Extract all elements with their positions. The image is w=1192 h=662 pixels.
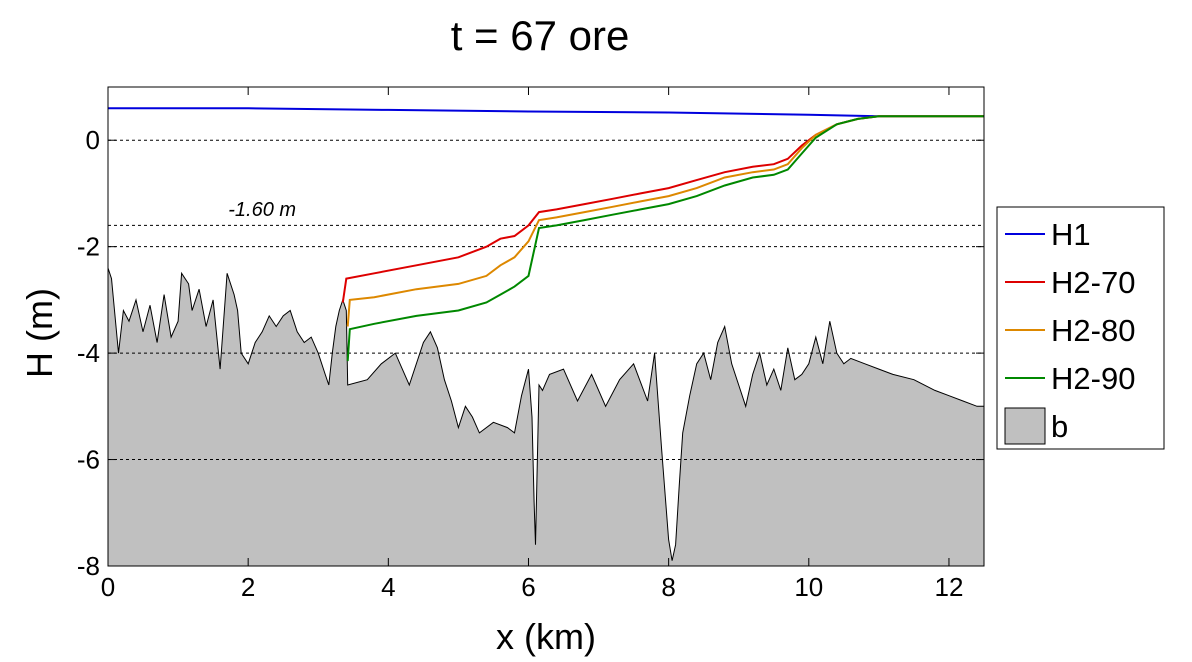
legend-swatch-b	[1004, 407, 1046, 445]
y-tick-label: -6	[77, 445, 100, 475]
legend-label-h2-80: H2-80	[1051, 313, 1135, 348]
reference-lines	[108, 139, 984, 461]
y-tick-label: 0	[86, 125, 100, 155]
legend: H1 H2-70 H2-80 H2-90 b	[996, 206, 1165, 450]
x-tick-label: 0	[101, 572, 115, 602]
axes: 0 2 4 6 8 10 12 -8 -6 -4 -2 0	[77, 86, 985, 602]
series-lines	[108, 107, 984, 362]
y-tick-label: -8	[77, 551, 100, 581]
x-tick-label: 4	[381, 572, 395, 602]
chart-title: t = 67 ore	[451, 12, 630, 59]
bed-area	[107, 267, 985, 567]
annotations: -1.60 m	[228, 199, 296, 221]
x-tick-label: 2	[241, 572, 255, 602]
x-axis-label: x (km)	[496, 616, 596, 657]
legend-label-h1: H1	[1051, 217, 1091, 252]
legend-label-b: b	[1051, 409, 1068, 444]
plot-frame	[107, 86, 985, 567]
x-tick-label: 6	[521, 572, 535, 602]
x-tick-label: 8	[661, 572, 675, 602]
y-axis-label: H (m)	[19, 288, 60, 378]
y-tick-label: -2	[77, 232, 100, 262]
x-tick-label: 10	[794, 572, 823, 602]
y-tick-label: -4	[77, 338, 100, 368]
legend-label-h2-90: H2-90	[1051, 361, 1135, 396]
plot-area	[107, 87, 985, 567]
x-tick-label: 12	[934, 572, 963, 602]
series-line-h2-90	[346, 115, 984, 362]
annotation-label: -1.60 m	[228, 199, 296, 221]
legend-label-h2-70: H2-70	[1051, 265, 1135, 300]
